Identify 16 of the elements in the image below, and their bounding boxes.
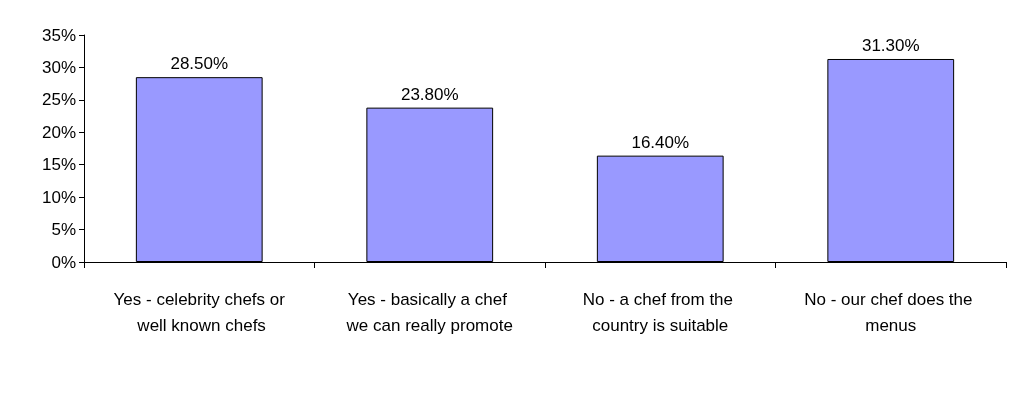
x-tick-label: Yes - celebrity chefs or well known chefs — [113, 289, 286, 335]
y-tick-label: 25% — [41, 90, 76, 110]
data-label: 31.30% — [861, 36, 920, 55]
y-tick-label: 30% — [41, 57, 76, 77]
y-tick-label: 0% — [51, 252, 76, 272]
x-tick-label: Yes - basically a chef we can really promote — [345, 289, 513, 335]
y-tick-label: 35% — [41, 25, 76, 45]
data-label: 23.80% — [400, 84, 459, 104]
data-label: 16.40% — [631, 132, 690, 152]
y-tick-label: 5% — [51, 220, 76, 240]
x-tick-label: No - our chef does the menus — [804, 289, 978, 335]
y-tick-label: 20% — [41, 122, 76, 142]
y-tick-label: 10% — [41, 187, 76, 207]
y-tick-label: 15% — [41, 155, 76, 175]
x-tick-label: No - a chef from the country is suitable — [582, 289, 738, 335]
data-label: 28.50% — [170, 54, 229, 74]
